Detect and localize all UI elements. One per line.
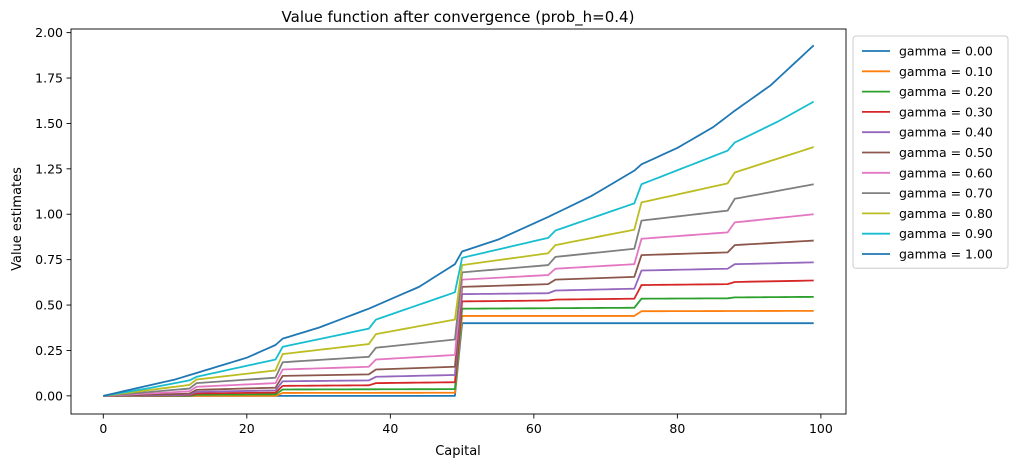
legend-label-4: gamma = 0.40 (899, 125, 993, 140)
x-tick-label-3: 60 (526, 421, 542, 436)
series-line-6 (103, 213, 814, 397)
y-tick-label-2: 0.50 (35, 298, 63, 313)
chart-title: Value function after convergence (prob_h… (282, 8, 635, 27)
y-tick-label-7: 1.75 (35, 71, 63, 86)
y-tick-label-3: 0.75 (35, 252, 63, 267)
x-axis-ticks: 0 20 40 60 80 100 (99, 414, 833, 436)
x-tick-label-2: 40 (382, 421, 398, 436)
legend-label-10: gamma = 1.00 (899, 247, 993, 262)
x-tick-label-0: 0 (99, 421, 107, 436)
y-tick-label-4: 1.00 (35, 207, 63, 222)
legend-box (852, 35, 1009, 269)
legend-label-3: gamma = 0.30 (899, 104, 993, 119)
series-line-5 (103, 239, 814, 397)
legend-label-0: gamma = 0.00 (899, 44, 993, 59)
y-axis-label: Value estimates (10, 167, 25, 271)
x-tick-label-4: 80 (669, 421, 685, 436)
series-line-8 (103, 146, 814, 397)
legend-label-2: gamma = 0.20 (899, 84, 993, 99)
x-tick-label-1: 20 (239, 421, 255, 436)
y-tick-label-0: 0.00 (35, 388, 63, 403)
legend-label-8: gamma = 0.80 (899, 206, 993, 221)
y-tick-label-8: 2.00 (35, 25, 63, 40)
x-tick-label-5: 100 (809, 421, 833, 436)
series-line-9 (103, 100, 815, 397)
y-tick-label-1: 0.25 (35, 343, 63, 358)
legend-label-1: gamma = 0.10 (899, 64, 993, 79)
x-axis-label: Capital (435, 444, 481, 459)
legend-label-7: gamma = 0.70 (899, 186, 993, 201)
series-line-7 (103, 183, 814, 397)
series-line-10 (103, 44, 815, 397)
legend-label-5: gamma = 0.50 (899, 145, 993, 160)
legend-label-6: gamma = 0.60 (899, 165, 993, 180)
legend: gamma = 0.00 gamma = 0.10 gamma = 0.20 gamm… (852, 35, 1009, 269)
legend-label-9: gamma = 0.90 (899, 226, 993, 241)
y-tick-label-5: 1.25 (35, 161, 63, 176)
y-axis-ticks: 0.00 0.25 0.50 0.75 1.00 1.25 1.50 1.75 2.00 (35, 25, 71, 403)
y-tick-label-6: 1.50 (35, 116, 63, 131)
plot-frame (70, 28, 847, 415)
plot-area (103, 44, 815, 397)
